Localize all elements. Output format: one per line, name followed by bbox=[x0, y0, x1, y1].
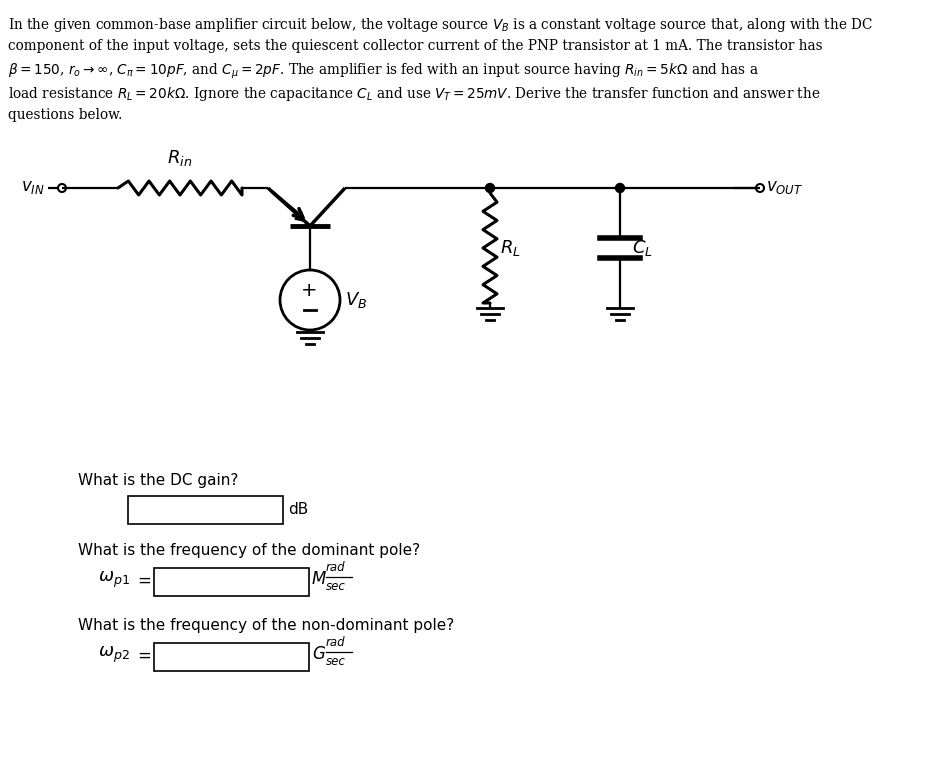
Text: sec: sec bbox=[326, 655, 346, 668]
Text: $v_{OUT}$: $v_{OUT}$ bbox=[766, 178, 803, 196]
Text: $=$: $=$ bbox=[134, 647, 151, 664]
Text: What is the frequency of the non-dominant pole?: What is the frequency of the non-dominan… bbox=[78, 618, 454, 633]
Text: $\omega_{p2}$: $\omega_{p2}$ bbox=[98, 645, 129, 665]
Text: component of the input voltage, sets the quiescent collector current of the PNP : component of the input voltage, sets the… bbox=[8, 39, 823, 53]
Text: $\beta = 150$, $r_o \rightarrow \infty$, $C_\pi = 10pF$, and $C_\mu = 2pF$. The : $\beta = 150$, $r_o \rightarrow \infty$,… bbox=[8, 62, 759, 81]
Polygon shape bbox=[295, 212, 305, 221]
Text: What is the DC gain?: What is the DC gain? bbox=[78, 473, 238, 488]
Text: +: + bbox=[301, 280, 317, 300]
Text: In the given common-base amplifier circuit below, the voltage source $V_B$ is a : In the given common-base amplifier circu… bbox=[8, 16, 873, 34]
Bar bbox=[128, 496, 283, 524]
Circle shape bbox=[486, 184, 494, 193]
Text: $v_{IN}$: $v_{IN}$ bbox=[22, 178, 45, 196]
Text: $C_L$: $C_L$ bbox=[632, 238, 653, 258]
Bar bbox=[154, 643, 309, 671]
Text: questions below.: questions below. bbox=[8, 108, 122, 122]
Text: rad: rad bbox=[326, 561, 345, 574]
Text: $\omega_{p1}$: $\omega_{p1}$ bbox=[98, 570, 130, 590]
Text: rad: rad bbox=[326, 636, 345, 649]
Text: $R_{in}$: $R_{in}$ bbox=[167, 148, 192, 168]
Text: $R_L$: $R_L$ bbox=[500, 238, 521, 258]
Text: $V_B$: $V_B$ bbox=[345, 290, 367, 310]
Text: M: M bbox=[312, 570, 326, 588]
Text: G: G bbox=[312, 645, 325, 663]
Text: sec: sec bbox=[326, 580, 346, 593]
Bar bbox=[154, 568, 309, 596]
Circle shape bbox=[615, 184, 625, 193]
Text: What is the frequency of the dominant pole?: What is the frequency of the dominant po… bbox=[78, 543, 420, 558]
Text: dB: dB bbox=[288, 502, 309, 518]
Text: load resistance $R_L = 20k\Omega$. Ignore the capacitance $C_L$ and use $V_T = 2: load resistance $R_L = 20k\Omega$. Ignor… bbox=[8, 85, 821, 103]
Text: $=$: $=$ bbox=[134, 571, 151, 588]
